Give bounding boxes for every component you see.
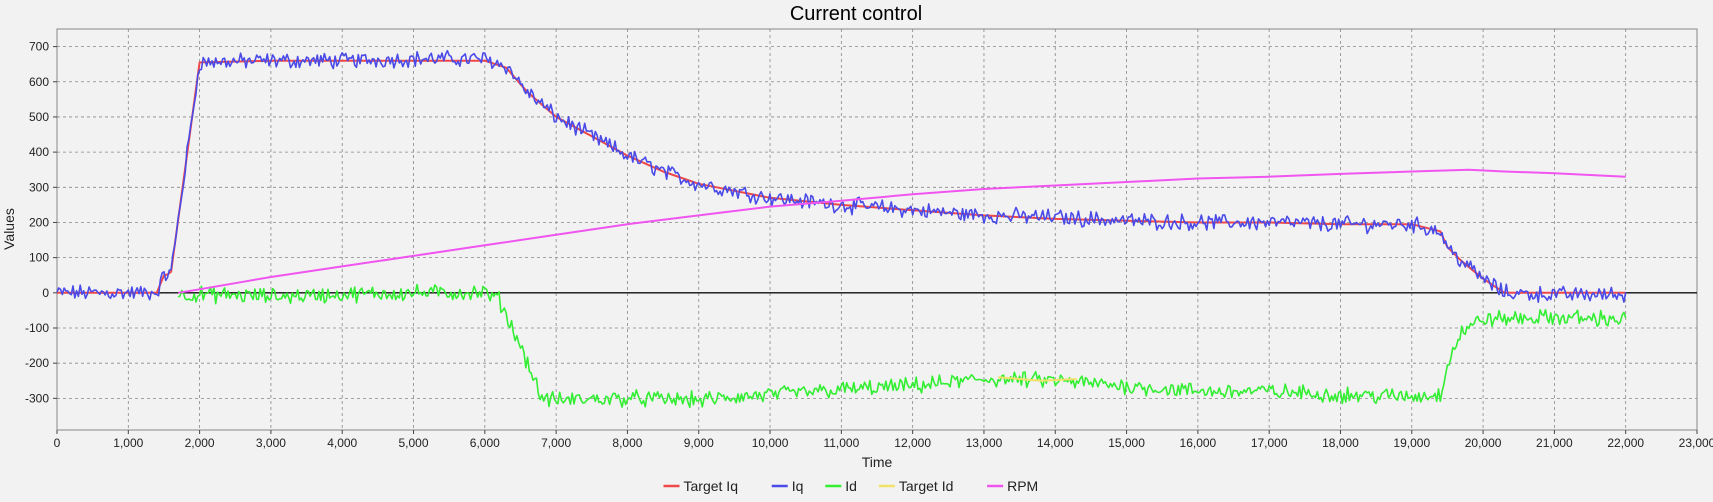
x-tick-label: 16,000 <box>1180 436 1217 450</box>
x-tick-label: 14,000 <box>1037 436 1074 450</box>
x-tick-label: 5,000 <box>399 436 429 450</box>
x-tick-label: 0 <box>54 436 61 450</box>
legend-label: Target Iq <box>684 478 738 494</box>
x-tick-label: 19,000 <box>1393 436 1430 450</box>
legend-label: Target Id <box>899 478 953 494</box>
series-line-target-id <box>998 376 1077 382</box>
x-axis-label: Time <box>862 454 893 470</box>
x-tick-label: 3,000 <box>256 436 286 450</box>
x-tick-label: 20,000 <box>1465 436 1502 450</box>
x-tick-label: 22,000 <box>1607 436 1644 450</box>
y-axis-ticks: -300 -200 -100 0 100 200 300 400 500 600 700 <box>25 40 57 405</box>
legend-label: RPM <box>1007 478 1038 494</box>
x-tick-label: 11,000 <box>823 436 859 450</box>
series-lines <box>56 49 1627 409</box>
series-line-iq <box>56 49 1627 303</box>
y-tick-label: -100 <box>25 321 49 335</box>
y-axis-label: Values <box>1 208 17 250</box>
x-tick-label: 18,000 <box>1322 436 1359 450</box>
x-tick-label: 12,000 <box>894 436 931 450</box>
y-tick-label: 400 <box>29 145 49 159</box>
y-tick-label: 300 <box>29 180 49 194</box>
y-tick-label: -200 <box>25 356 49 370</box>
legend-label: Iq <box>792 478 804 494</box>
x-tick-label: 2,000 <box>185 436 215 450</box>
plot-area <box>56 28 1698 431</box>
x-tick-label: 1,000 <box>113 436 143 450</box>
legend-label: Id <box>845 478 857 494</box>
y-tick-label: 200 <box>29 215 49 229</box>
x-tick-label: 9,000 <box>684 436 714 450</box>
x-tick-label: 6,000 <box>470 436 500 450</box>
y-tick-label: 600 <box>29 75 49 89</box>
x-tick-label: 10,000 <box>752 436 789 450</box>
x-tick-label: 8,000 <box>612 436 642 450</box>
y-tick-label: 700 <box>29 40 49 54</box>
x-tick-label: 13,000 <box>966 436 1003 450</box>
x-tick-label: 15,000 <box>1108 436 1145 450</box>
y-tick-label: -300 <box>25 391 49 405</box>
legend: Target Iq Iq Id Target Id RPM <box>663 478 1038 494</box>
x-tick-label: 23,000 <box>1679 436 1713 450</box>
series-line-id <box>177 283 1627 409</box>
x-tick-label: 7,000 <box>541 436 571 450</box>
y-tick-label: 500 <box>29 110 49 124</box>
x-tick-label: 17,000 <box>1251 436 1288 450</box>
x-tick-label: 4,000 <box>327 436 357 450</box>
x-tick-label: 21,000 <box>1536 436 1573 450</box>
y-tick-label: 100 <box>29 251 49 265</box>
x-axis-ticks: 0 1,000 2,000 3,000 4,000 5,000 6,000 7,000 8,00… <box>54 430 1713 450</box>
series-line-rpm <box>178 168 1626 294</box>
chart-title: Current control <box>790 3 922 25</box>
y-tick-label: 0 <box>42 286 49 300</box>
grid-lines <box>56 29 1698 430</box>
